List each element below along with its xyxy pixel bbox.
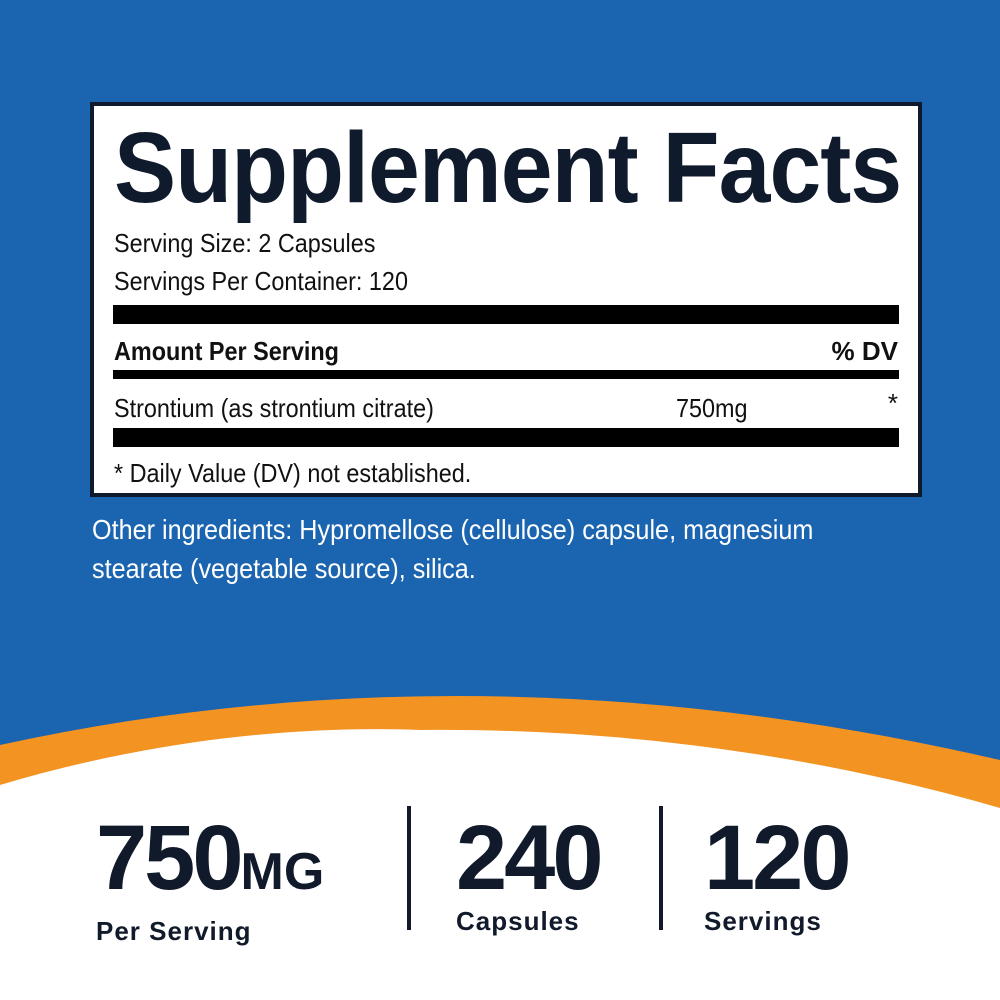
- ingredient-amount: 750mg: [676, 393, 748, 423]
- facts-title: Supplement Facts: [114, 112, 902, 224]
- divider-bar: [113, 428, 899, 447]
- stat-value: 240: [456, 807, 603, 909]
- serving-size: Serving Size: 2 Capsules: [114, 228, 376, 258]
- stat-per-serving: 750MG Per Serving: [96, 812, 324, 947]
- divider-bar: [113, 305, 899, 324]
- stat-capsules: 240 Capsules: [456, 807, 603, 937]
- stat-unit: MG: [240, 843, 325, 901]
- ingredient-dv: *: [887, 388, 898, 418]
- stat-value: 120: [704, 807, 851, 909]
- amount-per-serving-header: Amount Per Serving: [114, 336, 339, 366]
- stat-divider: [407, 806, 411, 930]
- stat-label: Servings: [704, 906, 822, 936]
- stat-label: Per Serving: [96, 916, 252, 946]
- stat-divider: [659, 806, 663, 930]
- divider-bar: [113, 370, 899, 379]
- ingredient-name: Strontium (as strontium citrate): [114, 393, 434, 423]
- servings-per-container: Servings Per Container: 120: [114, 266, 408, 296]
- supplement-facts-panel: Supplement Facts Serving Size: 2 Capsule…: [90, 102, 922, 497]
- other-ingredients: Other ingredients: Hypromellose (cellulo…: [92, 514, 814, 584]
- stat-label: Capsules: [456, 906, 580, 936]
- footnote: * Daily Value (DV) not established.: [114, 458, 472, 488]
- white-area: [0, 729, 1000, 1000]
- dv-header: % DV: [831, 336, 898, 366]
- stat-value: 750: [96, 807, 243, 909]
- stat-servings: 120 Servings: [704, 807, 851, 937]
